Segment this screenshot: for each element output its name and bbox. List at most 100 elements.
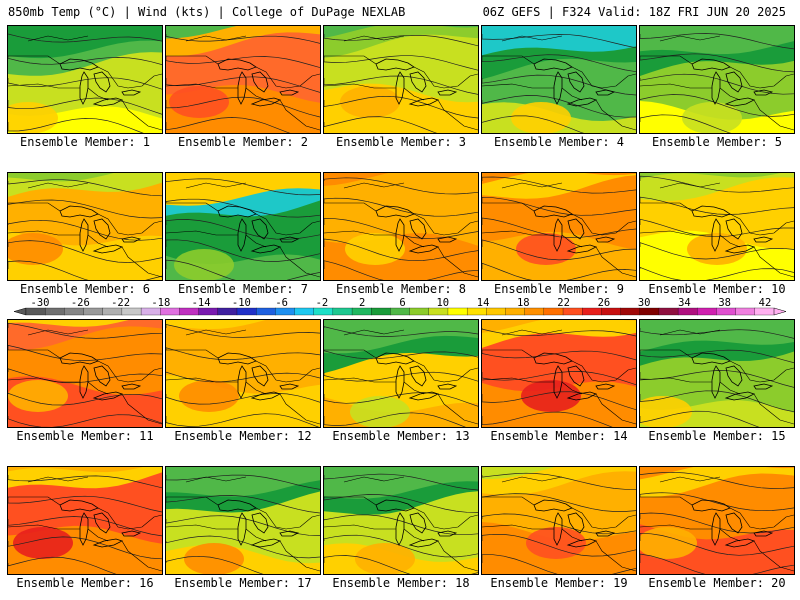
political-border <box>255 507 320 530</box>
ensemble-member-map <box>165 466 321 575</box>
political-border <box>343 35 405 42</box>
height-contour <box>8 199 162 219</box>
great-lakes-outline <box>395 218 405 252</box>
cool-air-region <box>8 320 162 351</box>
ensemble-member-label: Ensemble Member: 15 <box>648 429 786 443</box>
height-contour <box>324 55 478 71</box>
great-lakes-outline <box>375 205 415 218</box>
political-border <box>729 66 794 89</box>
height-contour <box>640 114 732 133</box>
great-lakes-outline <box>250 391 282 401</box>
ensemble-member-map <box>323 25 479 134</box>
cold-air-region <box>166 173 320 206</box>
political-border <box>482 55 535 65</box>
height-contour <box>640 196 794 215</box>
height-contour <box>324 238 478 262</box>
cold-air-region <box>166 467 320 497</box>
great-lakes-outline <box>217 499 257 512</box>
height-contour <box>8 556 117 574</box>
cool-air-region <box>482 320 636 348</box>
height-contour <box>166 56 320 68</box>
political-border <box>501 35 563 42</box>
great-lakes-outline <box>691 58 731 71</box>
political-border <box>27 476 89 483</box>
ensemble-member-label: Ensemble Member: 3 <box>335 135 467 149</box>
political-border <box>753 99 794 131</box>
political-border <box>324 230 396 236</box>
political-border <box>185 476 247 483</box>
political-border <box>640 202 693 212</box>
great-lakes-outline <box>725 218 743 240</box>
height-contour <box>166 347 320 360</box>
political-border <box>403 87 425 101</box>
great-lakes-outline <box>595 530 616 537</box>
political-border <box>437 99 478 131</box>
political-border <box>255 66 320 89</box>
colorbar-swatch <box>83 307 104 316</box>
political-border <box>595 99 636 131</box>
political-border <box>640 377 712 383</box>
political-border <box>640 524 712 530</box>
height-contour <box>640 175 794 193</box>
height-contour <box>640 33 794 50</box>
height-contour <box>8 56 162 65</box>
ensemble-member-map <box>481 25 637 134</box>
warm-core <box>350 396 410 427</box>
political-border <box>324 524 396 530</box>
great-lakes-outline <box>237 512 247 546</box>
colorbar-swatch <box>102 307 123 316</box>
height-contour <box>8 219 162 241</box>
political-border <box>482 83 554 89</box>
political-border <box>753 393 794 425</box>
political-border <box>166 83 238 89</box>
ensemble-member-label: Ensemble Member: 9 <box>493 282 625 296</box>
height-contour <box>166 34 320 44</box>
colorbar-swatch <box>677 307 698 316</box>
height-contour <box>482 554 636 574</box>
great-lakes-outline <box>250 538 282 548</box>
ensemble-member-label: Ensemble Member: 19 <box>490 576 628 590</box>
cold-air-region <box>166 320 320 330</box>
height-contour <box>8 322 162 339</box>
ensemble-member-map <box>323 466 479 575</box>
colorbar-swatch <box>697 307 717 316</box>
cool-air-region <box>640 173 794 201</box>
colorbar-tick-label: 26 <box>598 297 611 309</box>
warm-core <box>340 86 400 118</box>
great-lakes-outline <box>409 365 427 387</box>
political-border <box>729 213 794 236</box>
height-contour <box>166 371 320 383</box>
political-border <box>501 329 563 336</box>
height-contour <box>640 532 794 556</box>
great-lakes-outline <box>79 365 89 399</box>
great-lakes-outline <box>437 236 458 243</box>
height-contour <box>324 197 478 217</box>
colorbar-tick-label: 42 <box>759 297 772 309</box>
political-border <box>166 377 238 383</box>
political-border <box>87 381 109 395</box>
political-border <box>8 349 61 359</box>
height-contour <box>8 368 162 384</box>
great-lakes-outline <box>437 89 458 96</box>
great-lakes-outline <box>566 391 598 401</box>
colorbar-swatch <box>562 307 583 316</box>
colorbar-swatch <box>639 307 660 316</box>
ensemble-member-label: Ensemble Member: 7 <box>177 282 309 296</box>
political-border <box>437 393 478 425</box>
political-border <box>87 234 109 248</box>
height-contour <box>8 414 162 427</box>
colorbar-swatch <box>505 307 526 316</box>
height-contour <box>324 514 478 536</box>
colorbar-swatch <box>255 307 276 316</box>
cold-air-region <box>640 320 794 352</box>
political-border <box>729 507 794 530</box>
colorbar-tick-label: 18 <box>517 297 530 309</box>
political-border <box>166 524 238 530</box>
great-lakes-outline <box>93 218 111 240</box>
political-border <box>659 476 721 483</box>
great-lakes-outline <box>725 71 743 93</box>
warm-core <box>355 543 415 574</box>
colorbar-tick-label: 38 <box>718 297 731 309</box>
great-lakes-outline <box>92 244 124 254</box>
great-lakes-outline <box>566 244 598 254</box>
